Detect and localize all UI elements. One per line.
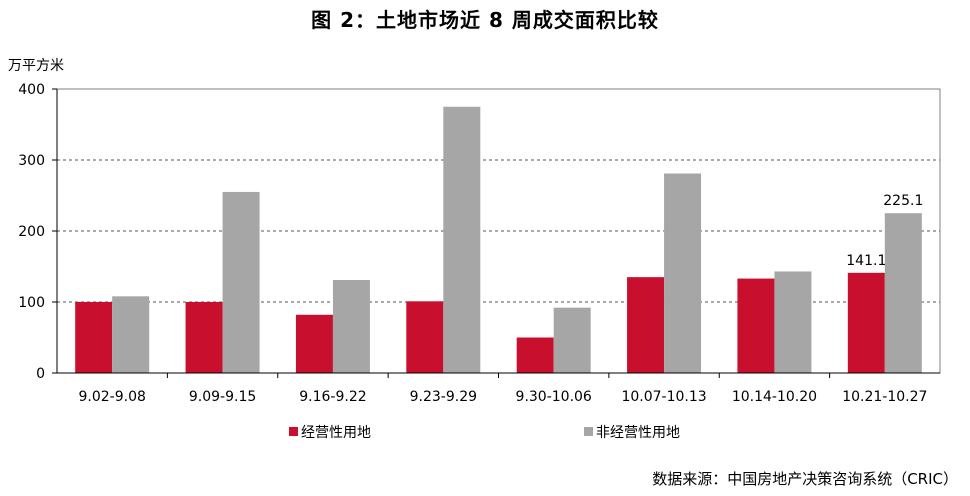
y-tick-label: 400	[18, 82, 45, 98]
bar-series2	[332, 279, 370, 373]
bar-series2	[553, 307, 591, 373]
x-tick-label: 9.02-9.08	[78, 389, 145, 405]
data-label: 141.1	[846, 253, 886, 269]
bar-series2	[884, 213, 922, 373]
bar-series1	[627, 277, 665, 373]
data-source-note: 数据来源：中国房地产决策咨询系统（CRIC）	[652, 470, 958, 488]
chart-title: 图 2：土地市场近 8 周成交面积比较	[311, 8, 659, 32]
bar-series1	[737, 278, 775, 373]
bar-series2	[222, 191, 260, 373]
y-axis-label: 万平方米	[8, 58, 64, 74]
bar-series2	[774, 271, 812, 373]
legend-label: 非经营性用地	[596, 425, 680, 441]
axes: 0 100 200 300 400 9.02-9.08 9.09-9.15 9.16-9.22…	[18, 82, 941, 405]
data-label: 225.1	[883, 193, 923, 209]
bar-series2	[664, 173, 702, 373]
x-tick-label: 10.07-10.13	[621, 389, 706, 405]
bar-series1	[847, 272, 885, 373]
y-tick-label: 200	[18, 224, 45, 240]
bar-series1	[185, 302, 223, 373]
legend-swatch	[584, 427, 593, 436]
bar-series1	[295, 314, 333, 373]
x-tick-label: 9.16-9.22	[299, 389, 366, 405]
y-tick-label: 300	[18, 153, 45, 169]
legend-swatch	[289, 427, 298, 436]
bar-series2	[443, 106, 481, 373]
bar-series1	[75, 302, 113, 373]
grid-lines	[57, 88, 940, 303]
x-tick-label: 9.09-9.15	[189, 389, 256, 405]
x-tick-label: 9.23-9.29	[410, 389, 477, 405]
legend-label: 经营性用地	[301, 425, 371, 441]
bar-series1	[406, 301, 444, 373]
x-tick-label: 10.14-10.20	[732, 389, 817, 405]
bars: 141.1 225.1	[75, 106, 923, 373]
y-tick-label: 100	[18, 295, 45, 311]
x-tick-label: 9.30-10.06	[516, 389, 592, 405]
bar-series1	[516, 337, 554, 373]
x-tick-label: 10.21-10.27	[842, 389, 927, 405]
bar-series2	[112, 296, 150, 373]
y-tick-label: 0	[36, 366, 45, 382]
legend: 经营性用地 非经营性用地	[289, 425, 680, 441]
